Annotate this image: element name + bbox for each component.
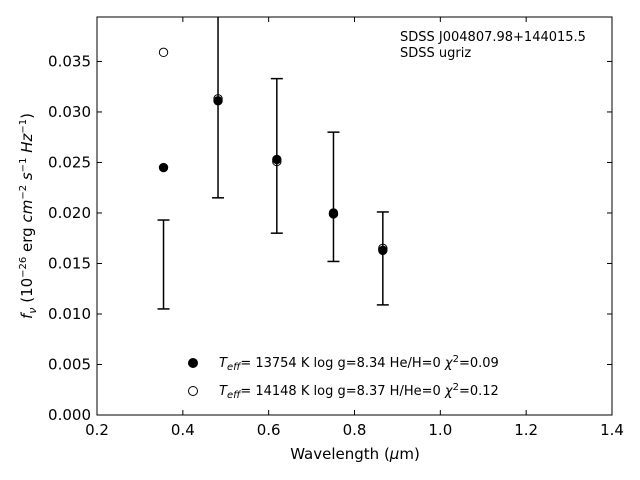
x-tick-label: 1.4 [600, 421, 624, 439]
x-tick-label: 0.4 [171, 421, 195, 439]
filter-set-annotation: SDSS ugriz [400, 46, 471, 61]
x-axis-label: Wavelength (μm) [290, 445, 420, 463]
legend-marker-open [188, 386, 198, 396]
y-tick-label: 0.010 [48, 305, 91, 323]
y-axis-ticks: 0.000 0.005 0.010 0.015 0.020 0.025 0.030 0.035 [48, 52, 612, 424]
x-tick-label: 0.6 [257, 421, 281, 439]
y-tick-label: 0.020 [48, 204, 91, 222]
object-name-annotation: SDSS J004807.98+144015.5 [400, 30, 586, 45]
legend-entry-da-fit: Teff= 13754 K log g=8.34 He/H=0 χ2=0.09 [219, 354, 499, 373]
legend: Teff= 13754 K log g=8.34 He/H=0 χ2=0.09 … [188, 354, 499, 401]
data-point-open [328, 209, 339, 219]
y-tick-label: 0.000 [48, 406, 91, 424]
plot-area [96, 16, 613, 416]
legend-entry-db-fit: Teff= 14148 K log g=8.37 H/He=0 χ2=0.12 [219, 382, 499, 401]
x-axis-ticks: 0.2 0.4 0.6 0.8 1.0 1.2 1.4 [85, 17, 624, 439]
data-point-open [158, 47, 169, 58]
y-tick-label: 0.030 [48, 103, 91, 121]
x-tick-label: 0.2 [85, 421, 109, 439]
y-tick-label: 0.025 [48, 153, 91, 171]
data-point-open [272, 156, 282, 167]
legend-marker-filled [188, 358, 198, 368]
data-points [158, 47, 388, 256]
y-tick-label: 0.005 [48, 355, 91, 373]
x-tick-label: 1.2 [514, 421, 538, 439]
data-point-open [378, 243, 388, 254]
data-point-open [213, 94, 223, 104]
y-axis-label: fν (10−26 erg cm−2 s−1 Hz−1) [18, 113, 39, 319]
y-tick-label: 0.035 [48, 52, 91, 70]
x-tick-label: 1.0 [428, 421, 452, 439]
y-tick-label: 0.015 [48, 254, 91, 272]
x-tick-label: 0.8 [343, 421, 367, 439]
data-point-filled [158, 162, 169, 173]
